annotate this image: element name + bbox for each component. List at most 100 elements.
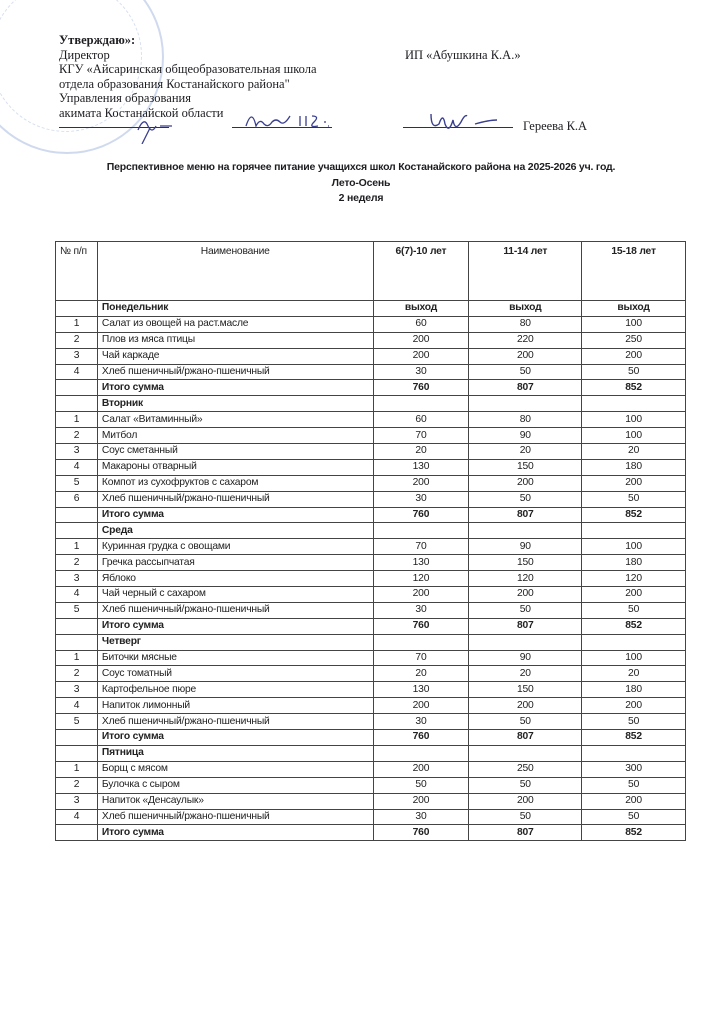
portion-11-14: 20 (468, 443, 583, 460)
portion-15-18: 50 (581, 490, 686, 508)
portion-11-14: 150 (468, 458, 583, 476)
portion-11-14: 200 (468, 792, 583, 810)
item-number: 4 (55, 808, 98, 826)
total-11-14: 807 (468, 506, 583, 524)
item-number: 6 (55, 490, 98, 508)
portion-15-18: 50 (581, 776, 686, 794)
portion-11-14: 80 (468, 411, 583, 429)
cell-empty (468, 395, 583, 413)
cell-empty (55, 633, 98, 651)
portion-6-10: 200 (372, 586, 470, 603)
cell-empty (581, 395, 686, 413)
cell-empty (372, 633, 470, 651)
item-number: 4 (55, 697, 98, 715)
table-row: 1 Биточки мясные 70 90 100 (55, 649, 686, 667)
cell-empty (468, 633, 583, 651)
item-number: 1 (55, 649, 98, 667)
season-label: Лето-Осень (331, 177, 391, 189)
table-row: 1 Салат из овощей на раст.масле 60 80 100 (55, 315, 686, 333)
item-number: 5 (55, 601, 98, 619)
portion-6-10: 200 (372, 347, 470, 365)
item-number: 1 (55, 411, 98, 429)
cell-empty (55, 744, 98, 762)
item-number: 4 (55, 458, 98, 476)
total-label: Итого сумма (96, 506, 374, 524)
portion-11-14: 50 (468, 713, 583, 731)
portion-11-14: 90 (468, 538, 583, 556)
table-row: 5 Компот из сухофруктов с сахаром 200 200 20… (55, 474, 686, 492)
table-row: 2 Гречка рассыпчатая 130 150 180 (55, 554, 686, 572)
portion-15-18: 100 (581, 427, 686, 445)
portion-15-18: 200 (581, 697, 686, 715)
signature-line (403, 127, 513, 128)
day-name: Понедельник (96, 300, 374, 317)
portion-15-18: 20 (581, 665, 686, 683)
cell-empty (55, 300, 98, 317)
portion-15-18: 20 (581, 443, 686, 460)
portion-15-18: 300 (581, 760, 686, 778)
portion-11-14: 200 (468, 474, 583, 492)
portion-6-10: 30 (372, 808, 470, 826)
cell-empty (55, 729, 98, 746)
approval-block: Утверждаю»: Директор КГУ «Айсаринская об… (59, 33, 317, 121)
header-age-15-18: 15-18 лет (581, 241, 686, 301)
total-6-10: 760 (372, 617, 470, 635)
approval-line: Управления образования (59, 91, 191, 106)
item-name: Яблоко (96, 570, 374, 588)
table-row: 4 Макароны отварный 130 150 180 (55, 458, 686, 476)
item-number: 3 (55, 443, 98, 460)
portion-15-18: 200 (581, 792, 686, 810)
total-11-14: 807 (468, 617, 583, 635)
table-row: 3 Напиток «Денсаулык» 200 200 200 (55, 792, 686, 810)
portion-15-18: 180 (581, 554, 686, 572)
portion-6-10: 30 (372, 601, 470, 619)
portion-6-10: 50 (372, 776, 470, 794)
signature-line (232, 127, 332, 128)
item-name: Биточки мясные (96, 649, 374, 667)
portion-6-10: 70 (372, 427, 470, 445)
portion-6-10: 30 (372, 713, 470, 731)
cell-empty (372, 744, 470, 762)
total-11-14: 807 (468, 824, 583, 842)
approval-line: отдела образования Костанайского района" (59, 76, 290, 91)
table-row: 6 Хлеб пшеничный/ржано-пшеничный 30 50 50 (55, 490, 686, 508)
day-header-row: Среда (55, 522, 686, 540)
portion-11-14: 50 (468, 363, 583, 381)
portion-15-18: 180 (581, 458, 686, 476)
total-11-14: 807 (468, 729, 583, 746)
item-name: Гречка рассыпчатая (96, 554, 374, 572)
portion-15-18: 250 (581, 331, 686, 349)
document-title: Перспективное меню на горячее питание уч… (106, 161, 616, 173)
day-name: Вторник (96, 395, 374, 413)
item-name: Соус сметанный (96, 443, 374, 460)
cell-empty (468, 744, 583, 762)
item-name: Булочка с сыром (96, 776, 374, 794)
item-number: 2 (55, 554, 98, 572)
portion-15-18: 200 (581, 474, 686, 492)
item-name: Салат из овощей на раст.масле (96, 315, 374, 333)
table-row: 4 Хлеб пшеничный/ржано-пшеничный 30 50 50 (55, 808, 686, 826)
item-number: 3 (55, 570, 98, 588)
item-name: Напиток «Денсаулык» (96, 792, 374, 810)
item-number: 2 (55, 665, 98, 683)
item-name: Хлеб пшеничный/ржано-пшеничный (96, 490, 374, 508)
portion-11-14: 20 (468, 665, 583, 683)
total-row: Итого сумма 760 807 852 (55, 379, 686, 397)
item-number: 3 (55, 347, 98, 365)
item-name: Чай черный с сахаром (96, 586, 374, 603)
header-age-11-14: 11-14 лет (468, 241, 583, 301)
signer-name: Гереева К.А (523, 119, 588, 133)
portion-11-14: 120 (468, 570, 583, 588)
item-name: Куринная грудка с овощами (96, 538, 374, 556)
day-name: Четверг (96, 633, 374, 651)
portion-6-10: 30 (372, 490, 470, 508)
item-number: 3 (55, 792, 98, 810)
item-number: 4 (55, 586, 98, 603)
approval-heading: Утверждаю»: (59, 33, 136, 47)
portion-6-10: 30 (372, 363, 470, 381)
portion-15-18: 100 (581, 411, 686, 429)
portion-15-18: 50 (581, 363, 686, 381)
item-number: 2 (55, 331, 98, 349)
table-row: 2 Булочка с сыром 50 50 50 (55, 776, 686, 794)
total-row: Итого сумма 760 807 852 (55, 729, 686, 746)
